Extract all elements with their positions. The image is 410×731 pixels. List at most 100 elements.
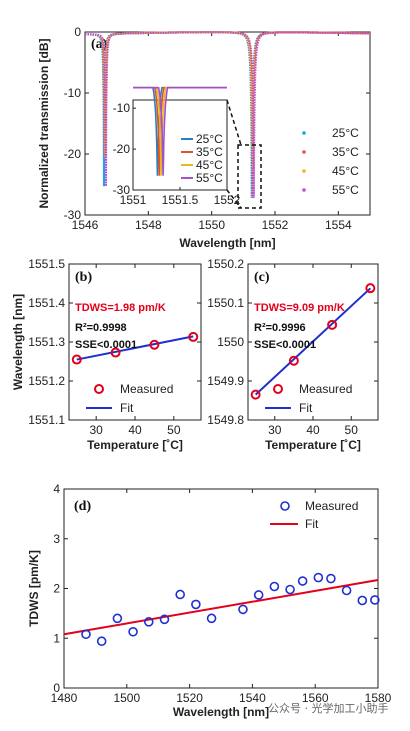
panel-d-xtick-label: 1520 [176,691,203,705]
panel-a-inset-legend-label: 55°C [196,171,223,185]
panel-b-ytick-label: 1551.5 [28,257,65,271]
panel-b-legend-measured: Measured [120,382,173,396]
panel-c-xtick-label: 30 [268,423,282,437]
panel-d-measured-point [128,626,138,637]
panel-a-inset-xtick-label: 1552 [214,193,241,207]
panel-c-xtick-label: 40 [306,423,320,437]
panel-c-annotation-sse: SSE<0.0001 [254,339,316,351]
panel-c-measured-point [365,283,376,294]
panel-d-measured-point [357,595,368,606]
panel-d-measured-point [313,572,324,583]
panel-c-label: (c) [254,270,270,285]
panel-a-inset-ytick-label: -10 [113,101,131,115]
panel-d-measured-point [269,581,280,592]
panel-a-zoom-line [226,99,242,146]
panel-d-ytick-label: 4 [53,482,60,496]
panel-d-measured-point [297,576,308,586]
panel-d-label: (d) [74,499,91,514]
panel-c-fit-line [254,287,372,396]
panel-a-legend-label: 25°C [332,126,359,140]
panel-d-measured-point [238,604,248,615]
panel-c-annotation-r2: R²=0.9996 [254,322,306,334]
panel-a-inset-series-55°C [133,86,227,176]
panel-b-annotation-r2: R²=0.9998 [75,322,127,334]
panel-c-xlabel: Temperature [˚C] [265,438,361,452]
panel-a-inset-ytick-label: -20 [113,142,131,156]
panel-d-measured-point [206,613,217,624]
panel-c-measured-point [327,319,338,330]
panel-a-xtick-label: 1546 [72,218,99,232]
panel-a-legend-marker [302,131,306,135]
panel-b-xtick-label: 40 [128,423,142,437]
panel-a-inset-xtick-label: 1551.5 [162,193,199,207]
panel-d-xtick-label: 1540 [239,691,266,705]
panel-c-ytick-label: 1549.8 [207,413,244,427]
panel-b-ytick-label: 1551.3 [28,335,65,349]
panel-d-measured-point [112,613,123,624]
panel-b-measured-point [110,347,121,358]
panel-a-inset-legend-label: 35°C [196,145,223,159]
panel-b-legend-marker [94,384,104,394]
panel-b-legend-fit: Fit [120,401,134,415]
panel-d-legend-fit: Fit [305,517,319,531]
panel-d-measured-point [81,629,91,640]
panel-d-ylabel: TDWS [pm/K] [27,550,41,627]
panel-d-measured-point [159,614,170,625]
panel-d-measured-point [191,599,201,610]
panel-c-legend-measured: Measured [299,382,352,396]
panel-d-xlabel: Wavelength [nm] [173,705,269,719]
panel-d-legend-marker [280,501,290,511]
panel-d-measured-point [326,573,336,584]
panel-c-ytick-label: 1549.9 [207,374,244,388]
panel-d-xtick-label: 1580 [365,691,392,705]
panel-a-inset-pad [134,70,227,100]
panel-a-legend-marker [302,169,306,173]
panel-a-legend-marker [302,188,306,192]
panel-b-ytick-label: 1551.1 [28,413,65,427]
panel-b-ytick-label: 1551.4 [28,296,65,310]
panel-d-xtick-label: 1480 [51,691,78,705]
panel-c-xtick-label: 50 [345,423,359,437]
watermark: 公众号 · 光学加工小助手 [268,702,389,715]
panel-d-fit-line [63,579,379,636]
panel-d-xtick-label: 1500 [113,691,140,705]
panel-b-fit-line [76,335,194,361]
panel-d-measured-point [253,590,264,600]
panel-b-xtick-label: 30 [89,423,103,437]
panel-a-inset-frame [132,99,228,191]
panel-a-ytick-label: -30 [64,208,82,222]
panel-b-measured-point [71,354,82,365]
panel-c-measured-point [288,355,299,366]
panel-a-ytick-label: 0 [74,25,81,39]
panel-a-series-55°C [85,31,370,198]
panel-a-xtick-label: 1550 [198,218,225,232]
panel-d-ytick-label: 0 [53,681,60,695]
panel-d-measured-point [96,636,107,647]
panel-a-xtick-label: 1554 [325,218,352,232]
panel-d-ytick-label: 3 [53,532,60,546]
panel-a-xtick-label: 1552 [262,218,289,232]
panel-d-measured-point [370,595,380,605]
panel-a-inset-xtick-label: 1551 [120,193,147,207]
panel-b-xtick-label: 50 [167,423,181,437]
panel-c-ytick-label: 1550 [217,335,244,349]
panel-d-ytick-label: 1 [53,631,60,645]
panel-a-inset-legend-label: 45°C [196,158,223,172]
panel-a-legend-label: 45°C [332,164,359,178]
panel-b-measured-point [188,331,199,342]
panel-a-xlabel: Wavelength [nm] [179,236,275,250]
panel-a-ylabel: Normalized transmission [dB] [37,38,51,208]
panel-b-annotation-sse: SSE<0.0001 [75,339,137,351]
panel-b-annotation-tdws: TDWS=1.98 pm/K [75,302,166,314]
panel-a-legend-marker [302,150,306,154]
panel-a-legend-label: 55°C [332,183,359,197]
panel-d-measured-point [285,584,295,595]
panel-d-xtick-label: 1560 [302,691,329,705]
panel-a-legend-label: 35°C [332,145,359,159]
panel-b-ylabel: Wavelength [nm] [11,294,25,390]
panel-a-xtick-label: 1548 [135,218,162,232]
panel-d-ytick-label: 2 [53,582,60,596]
panel-c-annotation-tdws: TDWS=9.09 pm/K [254,302,345,314]
